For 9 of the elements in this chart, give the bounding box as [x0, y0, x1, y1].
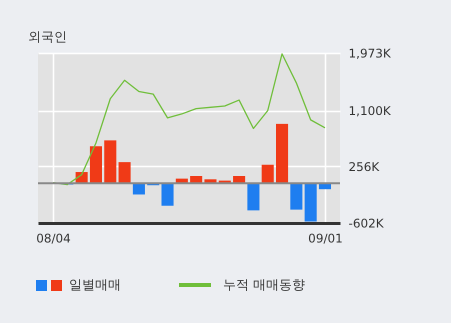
y-tick-label: 1,973K — [348, 46, 392, 60]
x-tick-label: 08/04 — [36, 232, 71, 246]
y-tick-label: -602K — [348, 216, 385, 230]
y-tick-label: 1,100K — [348, 104, 392, 118]
legend-label: 일별매매 — [69, 278, 121, 293]
legend-label: 누적 매매동향 — [223, 278, 306, 293]
chart-title: 외국인 — [28, 30, 67, 45]
x-tick-label: 09/01 — [308, 232, 343, 246]
y-tick-label: 256K — [348, 160, 380, 174]
